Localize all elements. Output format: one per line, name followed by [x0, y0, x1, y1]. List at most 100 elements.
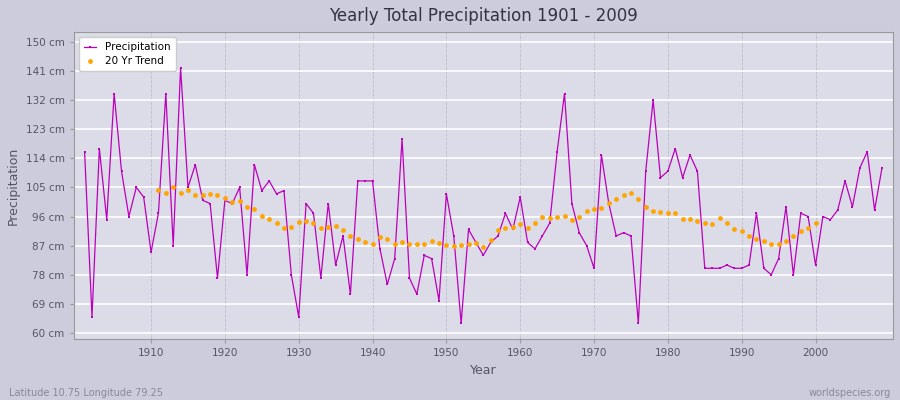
20 Yr Trend — [321, 224, 336, 230]
20 Yr Trend — [653, 209, 668, 215]
20 Yr Trend — [720, 220, 734, 227]
Precipitation — [308, 211, 319, 216]
20 Yr Trend — [750, 236, 764, 242]
20 Yr Trend — [218, 195, 232, 202]
20 Yr Trend — [255, 212, 269, 219]
20 Yr Trend — [727, 226, 742, 232]
20 Yr Trend — [616, 192, 631, 198]
Title: Yearly Total Precipitation 1901 - 2009: Yearly Total Precipitation 1901 - 2009 — [328, 7, 638, 25]
20 Yr Trend — [520, 224, 535, 231]
X-axis label: Year: Year — [470, 364, 497, 377]
20 Yr Trend — [609, 196, 624, 202]
20 Yr Trend — [557, 213, 572, 220]
20 Yr Trend — [646, 207, 661, 214]
20 Yr Trend — [757, 238, 771, 244]
20 Yr Trend — [343, 232, 357, 239]
20 Yr Trend — [690, 218, 705, 224]
20 Yr Trend — [550, 214, 564, 220]
20 Yr Trend — [358, 239, 373, 246]
Precipitation — [353, 178, 364, 183]
20 Yr Trend — [395, 239, 410, 245]
20 Yr Trend — [373, 234, 387, 240]
Precipitation — [529, 246, 540, 251]
20 Yr Trend — [432, 239, 446, 246]
20 Yr Trend — [491, 227, 505, 234]
20 Yr Trend — [262, 216, 276, 223]
20 Yr Trend — [446, 242, 461, 249]
Text: Latitude 10.75 Longitude 79.25: Latitude 10.75 Longitude 79.25 — [9, 388, 163, 398]
20 Yr Trend — [292, 218, 306, 225]
20 Yr Trend — [306, 220, 320, 226]
20 Yr Trend — [661, 210, 675, 216]
20 Yr Trend — [808, 220, 823, 226]
20 Yr Trend — [166, 183, 180, 190]
20 Yr Trend — [764, 241, 778, 247]
Precipitation — [455, 321, 466, 326]
20 Yr Trend — [594, 204, 608, 211]
20 Yr Trend — [417, 241, 431, 247]
20 Yr Trend — [151, 187, 166, 194]
20 Yr Trend — [705, 221, 719, 227]
20 Yr Trend — [225, 198, 239, 205]
20 Yr Trend — [248, 206, 262, 212]
20 Yr Trend — [158, 190, 173, 196]
20 Yr Trend — [527, 220, 542, 227]
20 Yr Trend — [402, 241, 417, 247]
Line: Precipitation: Precipitation — [84, 66, 883, 324]
20 Yr Trend — [425, 238, 439, 244]
20 Yr Trend — [543, 214, 557, 221]
Y-axis label: Precipitation: Precipitation — [7, 147, 20, 225]
20 Yr Trend — [211, 191, 225, 198]
20 Yr Trend — [668, 210, 682, 216]
20 Yr Trend — [476, 244, 491, 250]
20 Yr Trend — [239, 204, 254, 210]
20 Yr Trend — [328, 222, 343, 229]
20 Yr Trend — [499, 225, 513, 231]
Precipitation — [522, 240, 533, 245]
20 Yr Trend — [195, 192, 210, 199]
20 Yr Trend — [181, 187, 195, 193]
20 Yr Trend — [794, 227, 808, 234]
20 Yr Trend — [469, 239, 483, 246]
20 Yr Trend — [506, 223, 520, 230]
20 Yr Trend — [801, 225, 815, 231]
20 Yr Trend — [299, 218, 313, 224]
20 Yr Trend — [188, 192, 202, 198]
20 Yr Trend — [787, 233, 801, 240]
20 Yr Trend — [734, 228, 749, 234]
Precipitation — [176, 65, 186, 70]
20 Yr Trend — [580, 208, 594, 215]
20 Yr Trend — [439, 242, 454, 248]
20 Yr Trend — [462, 240, 476, 247]
20 Yr Trend — [513, 220, 527, 227]
Legend: Precipitation, 20 Yr Trend: Precipitation, 20 Yr Trend — [78, 37, 176, 71]
Precipitation — [79, 149, 90, 154]
20 Yr Trend — [351, 236, 365, 242]
20 Yr Trend — [202, 191, 217, 198]
20 Yr Trend — [564, 217, 579, 224]
20 Yr Trend — [276, 224, 291, 231]
20 Yr Trend — [601, 200, 616, 206]
20 Yr Trend — [410, 240, 424, 247]
20 Yr Trend — [336, 227, 350, 233]
20 Yr Trend — [675, 216, 689, 222]
20 Yr Trend — [778, 238, 793, 245]
20 Yr Trend — [631, 195, 645, 202]
20 Yr Trend — [698, 220, 712, 226]
20 Yr Trend — [380, 236, 394, 242]
20 Yr Trend — [269, 220, 284, 226]
20 Yr Trend — [587, 206, 601, 212]
20 Yr Trend — [624, 190, 638, 196]
20 Yr Trend — [742, 232, 756, 239]
Precipitation — [139, 195, 149, 200]
20 Yr Trend — [232, 198, 247, 204]
20 Yr Trend — [536, 214, 550, 221]
20 Yr Trend — [683, 216, 698, 222]
Text: worldspecies.org: worldspecies.org — [809, 388, 891, 398]
20 Yr Trend — [771, 241, 786, 248]
20 Yr Trend — [713, 215, 727, 222]
20 Yr Trend — [174, 190, 188, 196]
20 Yr Trend — [454, 242, 468, 249]
20 Yr Trend — [638, 204, 652, 210]
20 Yr Trend — [572, 214, 587, 220]
